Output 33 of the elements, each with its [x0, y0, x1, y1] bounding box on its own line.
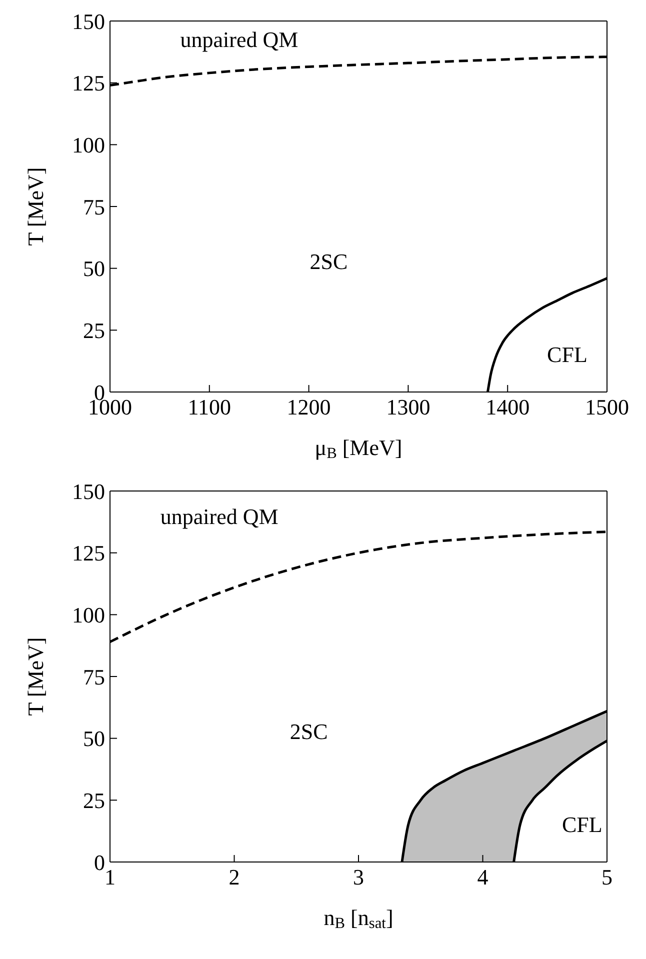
x-tick-label: 3	[353, 864, 364, 890]
y-tick-label: 50	[83, 256, 105, 282]
y-tick-label: 25	[83, 318, 105, 343]
y-tick-label: 75	[83, 194, 105, 220]
y-tick-label: 150	[72, 478, 105, 504]
annotation: CFL	[562, 812, 602, 838]
y-tick-label: 100	[72, 132, 105, 158]
annotation: CFL	[547, 342, 588, 368]
x-axis-title: μ$_{B}$ [MeV]	[314, 435, 402, 462]
y-tick-label: 50	[83, 726, 105, 752]
x-tick-label: 1	[104, 864, 116, 890]
x-tick-label: 1200	[286, 394, 331, 420]
y-axis-title: T [MeV]	[23, 637, 48, 716]
x-tick-label: 1500	[585, 394, 629, 420]
x-axis-title: n$_{B}$ [n$_{sat}$]	[324, 905, 394, 932]
x-tick-label: 1300	[386, 394, 430, 420]
y-tick-label: 0	[94, 850, 105, 875]
y-tick-label: 75	[83, 664, 105, 690]
x-tick-label: 2	[228, 864, 240, 890]
y-tick-label: 125	[72, 540, 105, 566]
y-tick-label: 125	[72, 70, 105, 96]
x-tick-label: 5	[602, 864, 612, 890]
x-tick-label: 1400	[486, 394, 530, 420]
annotation: 2SC	[290, 719, 328, 746]
annotation: unpaired QM	[160, 504, 278, 530]
y-tick-label: 150	[72, 8, 105, 34]
x-tick-label: 1100	[188, 394, 231, 420]
y-tick-label: 100	[72, 602, 105, 628]
x-tick-label: 4	[477, 864, 488, 890]
annotation: 2SC	[310, 249, 348, 276]
y-axis-title: T [MeV]	[23, 167, 48, 246]
y-tick-label: 25	[83, 788, 105, 813]
annotation: unpaired QM	[180, 26, 298, 53]
